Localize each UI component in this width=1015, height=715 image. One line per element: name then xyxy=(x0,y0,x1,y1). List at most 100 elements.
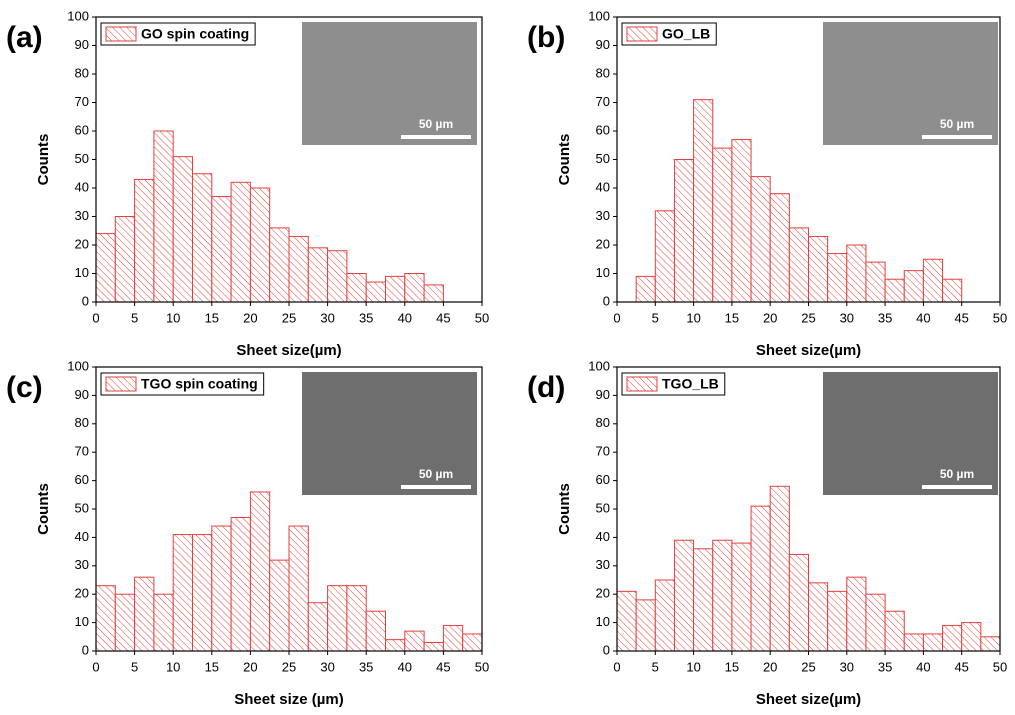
histogram-bar xyxy=(327,250,348,303)
x-tick-label: 5 xyxy=(652,659,659,674)
y-tick-label: 20 xyxy=(75,586,89,601)
x-tick-label: 15 xyxy=(725,310,739,325)
x-tick-label: 10 xyxy=(166,659,180,674)
histogram-bar xyxy=(95,233,116,303)
y-tick-label: 80 xyxy=(75,65,89,80)
x-tick-label: 50 xyxy=(475,310,489,325)
x-tick-label: 50 xyxy=(993,659,1007,674)
histogram-bar xyxy=(654,210,675,303)
y-axis-label: Counts xyxy=(556,134,573,186)
histogram-bar xyxy=(192,173,213,303)
y-tick-label: 10 xyxy=(596,614,610,629)
x-tick-label: 30 xyxy=(320,659,334,674)
x-tick-label: 45 xyxy=(954,659,968,674)
x-tick-label: 0 xyxy=(92,659,99,674)
histogram-bar xyxy=(808,235,829,303)
x-tick-label: 35 xyxy=(359,659,373,674)
y-tick-label: 40 xyxy=(75,529,89,544)
histogram-bar xyxy=(750,176,771,303)
y-tick-label: 40 xyxy=(596,179,610,194)
x-tick-label: 10 xyxy=(686,310,700,325)
x-tick-label: 35 xyxy=(878,659,892,674)
histogram-bar xyxy=(172,156,193,303)
histogram-bar xyxy=(192,534,213,652)
x-tick-label: 45 xyxy=(436,659,450,674)
histogram-bar xyxy=(884,610,905,652)
x-axis-label: Sheet size(µm) xyxy=(236,342,341,359)
y-tick-label: 70 xyxy=(75,94,89,109)
y-tick-label: 90 xyxy=(75,37,89,52)
y-tick-label: 10 xyxy=(75,265,89,280)
histogram-bar xyxy=(788,227,809,303)
histogram-bar xyxy=(865,593,886,652)
x-tick-label: 10 xyxy=(686,659,700,674)
panel-label: (d) xyxy=(527,371,565,404)
x-tick-label: 30 xyxy=(320,310,334,325)
histogram-bar xyxy=(884,278,905,303)
y-tick-label: 30 xyxy=(596,557,610,572)
x-tick-label: 45 xyxy=(954,310,968,325)
histogram-bar xyxy=(712,147,733,303)
histogram-bar xyxy=(95,585,116,652)
histogram-bar xyxy=(827,590,848,652)
y-tick-label: 10 xyxy=(75,614,89,629)
x-tick-label: 25 xyxy=(801,310,815,325)
histogram-bar xyxy=(365,281,387,303)
legend: TGO_LB xyxy=(621,372,726,396)
histogram-bar xyxy=(269,559,290,652)
histogram-bar xyxy=(922,258,944,303)
histogram-bar xyxy=(153,593,174,652)
legend: GO spin coating xyxy=(100,22,256,46)
y-tick-label: 40 xyxy=(75,179,89,194)
histogram-bar xyxy=(134,576,155,652)
histogram-bar xyxy=(249,187,271,303)
y-tick-label: 30 xyxy=(596,208,610,223)
legend-label: GO_LB xyxy=(662,26,710,42)
y-tick-label: 30 xyxy=(75,557,89,572)
y-tick-label: 90 xyxy=(75,387,89,402)
legend-label: TGO_LB xyxy=(662,376,719,392)
histogram-bar xyxy=(750,505,771,652)
x-tick-label: 20 xyxy=(763,310,777,325)
y-tick-label: 20 xyxy=(596,586,610,601)
histogram-bar xyxy=(385,639,406,652)
histogram-bar xyxy=(980,636,1001,652)
x-axis-label: Sheet size(µm) xyxy=(756,691,861,708)
x-axis-label: Sheet size(µm) xyxy=(756,342,861,359)
histogram-bar xyxy=(635,599,656,652)
histogram-bar xyxy=(211,196,232,303)
x-tick-label: 15 xyxy=(205,659,219,674)
y-tick-label: 90 xyxy=(596,37,610,52)
histogram-bar xyxy=(153,130,174,303)
y-axis-label: Counts xyxy=(556,483,573,535)
histogram-bar xyxy=(172,534,193,652)
histogram-bar xyxy=(827,253,848,303)
histogram-bar xyxy=(134,178,155,303)
inset-image xyxy=(302,372,477,495)
legend-box xyxy=(100,22,256,46)
legend-swatch xyxy=(105,26,137,42)
histogram-bar xyxy=(731,542,752,652)
inset-image xyxy=(823,22,998,145)
x-tick-label: 25 xyxy=(282,310,296,325)
x-tick-label: 10 xyxy=(166,310,180,325)
histogram-bar xyxy=(404,630,425,652)
histogram-bar xyxy=(442,624,464,652)
y-tick-label: 50 xyxy=(596,500,610,515)
y-tick-label: 60 xyxy=(75,472,89,487)
histogram-bar xyxy=(788,553,809,652)
x-tick-label: 20 xyxy=(243,310,257,325)
x-tick-label: 5 xyxy=(131,659,138,674)
legend-swatch xyxy=(626,26,658,42)
x-tick-label: 25 xyxy=(282,659,296,674)
histogram-bar xyxy=(865,261,886,303)
x-tick-label: 40 xyxy=(916,659,930,674)
histogram-bar xyxy=(346,273,367,303)
x-axis-label: Sheet size (µm) xyxy=(234,691,344,708)
legend-swatch xyxy=(626,376,658,392)
y-tick-label: 20 xyxy=(596,236,610,251)
y-tick-label: 70 xyxy=(596,94,610,109)
inset-image xyxy=(823,372,998,495)
histogram-bar xyxy=(903,633,924,652)
x-tick-label: 35 xyxy=(359,310,373,325)
